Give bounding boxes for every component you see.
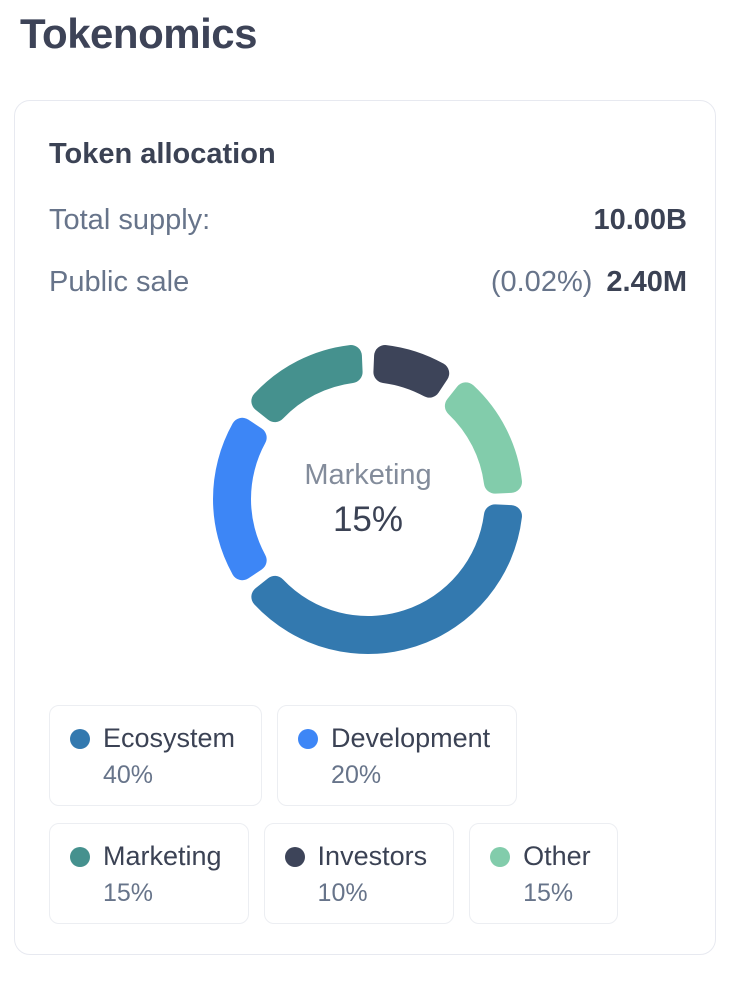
legend-label: Other — [523, 841, 591, 871]
legend-row-2: Marketing 15% Investors 10% Other 15% — [49, 823, 687, 924]
legend-label: Marketing — [103, 841, 222, 871]
total-supply-label: Total supply: — [49, 204, 211, 236]
legend-percent: 40% — [103, 761, 154, 789]
page-title: Tokenomics — [20, 10, 257, 57]
legend-item-development[interactable]: Development 20% — [277, 705, 518, 806]
public-sale-row: Public sale (0.02%) 2.40M — [49, 265, 687, 299]
token-allocation-card: Token allocation Total supply: 10.00B Pu… — [14, 100, 716, 955]
other-dot-icon — [490, 846, 511, 867]
donut-segment-marketing[interactable] — [251, 345, 363, 423]
chart-legend: Ecosystem 40% Development 20% Marketing … — [49, 705, 687, 924]
legend-row-1: Ecosystem 40% Development 20% — [49, 705, 687, 806]
legend-item-marketing[interactable]: Marketing 15% — [49, 823, 249, 924]
legend-item-ecosystem[interactable]: Ecosystem 40% — [49, 705, 263, 806]
legend-percent: 15% — [103, 879, 154, 907]
public-sale-label: Public sale — [49, 266, 190, 298]
legend-percent: 20% — [331, 761, 382, 789]
donut-segment-other[interactable] — [444, 382, 522, 494]
legend-label: Development — [331, 723, 491, 753]
development-dot-icon — [298, 728, 319, 749]
legend-label: Ecosystem — [103, 723, 236, 753]
donut-chart: Marketing 15% — [208, 339, 528, 659]
donut-segment-development[interactable] — [213, 417, 267, 581]
donut-segment-ecosystem[interactable] — [251, 504, 522, 655]
card-title: Token allocation — [49, 138, 276, 170]
donut-segment-investors[interactable] — [373, 345, 450, 398]
public-sale-value: 2.40M — [606, 266, 687, 298]
donut-chart-svg — [213, 345, 522, 655]
investors-dot-icon — [284, 846, 305, 867]
ecosystem-dot-icon — [70, 728, 90, 749]
legend-percent: 15% — [523, 879, 574, 907]
legend-percent: 10% — [317, 879, 368, 907]
marketing-dot-icon — [70, 846, 90, 867]
legend-item-other[interactable]: Other 15% — [469, 823, 618, 924]
total-supply-value: 10.00B — [593, 204, 687, 236]
public-sale-pct: (0.02%) — [490, 266, 593, 298]
legend-label: Investors — [317, 841, 428, 871]
total-supply-row: Total supply: 10.00B — [49, 203, 687, 237]
legend-item-investors[interactable]: Investors 10% — [263, 823, 455, 924]
